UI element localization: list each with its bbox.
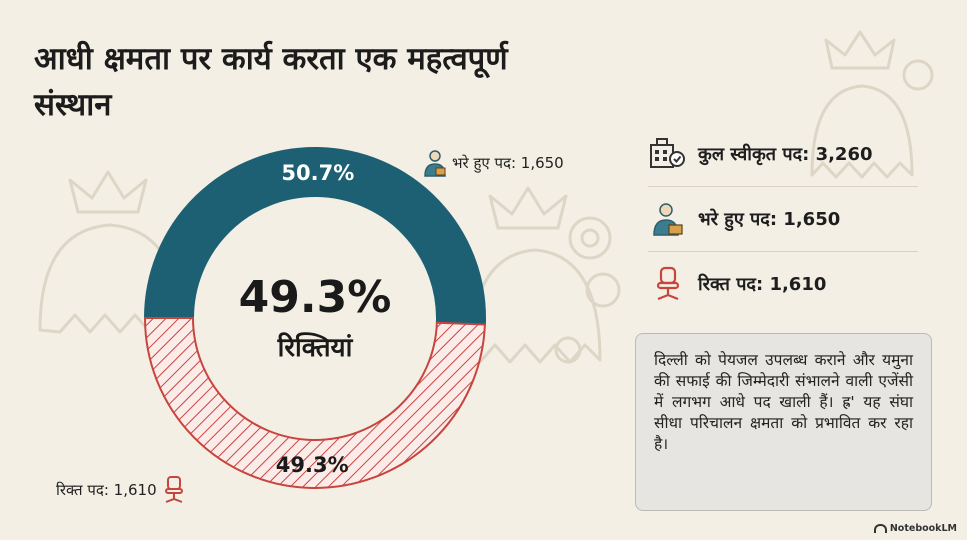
info-note: दिल्ली को पेयजल उपलब्ध कराने और यमुना की…	[635, 333, 932, 511]
stats-list: कुल स्वीकृत पद: 3,260 भरे हुए पद: 1,650 …	[648, 122, 918, 316]
center-label: रिक्तियां	[277, 332, 354, 363]
vacant-percent-label: 49.3%	[276, 453, 349, 477]
stat-filled: भरे हुए पद: 1,650	[648, 187, 918, 252]
stat-filled-label: भरे हुए पद: 1,650	[698, 209, 841, 230]
center-percent: 49.3%	[239, 272, 392, 323]
employee-icon	[424, 150, 446, 177]
filled-percent-label: 50.7%	[281, 161, 354, 185]
building-badge-icon	[648, 134, 688, 174]
brand-label: NotebookLM	[889, 523, 957, 534]
brand: NotebookLM	[873, 523, 957, 534]
stat-total-label: कुल स्वीकृत पद: 3,260	[698, 144, 873, 165]
office-chair-icon	[648, 264, 688, 304]
employee-icon	[648, 199, 688, 239]
vacant-callout-label: रिक्त पद: 1,610	[56, 481, 157, 499]
stat-vacant-label: रिक्त पद: 1,610	[698, 274, 827, 295]
donut-segment-vacant	[143, 317, 486, 489]
stat-vacant: रिक्त पद: 1,610	[648, 252, 918, 316]
vacant-callout: रिक्त पद: 1,610	[56, 475, 187, 505]
stat-total: कुल स्वीकृत पद: 3,260	[648, 122, 918, 187]
filled-callout-label: भरे हुए पद: 1,650	[452, 154, 564, 172]
page-title: आधी क्षमता पर कार्य करता एक महत्वपूर्ण स…	[34, 41, 508, 123]
donut-segment-filled	[143, 147, 486, 326]
notebooklm-logo-icon	[873, 524, 887, 533]
filled-callout: भरे हुए पद: 1,650	[418, 148, 564, 178]
office-chair-icon	[164, 476, 183, 503]
